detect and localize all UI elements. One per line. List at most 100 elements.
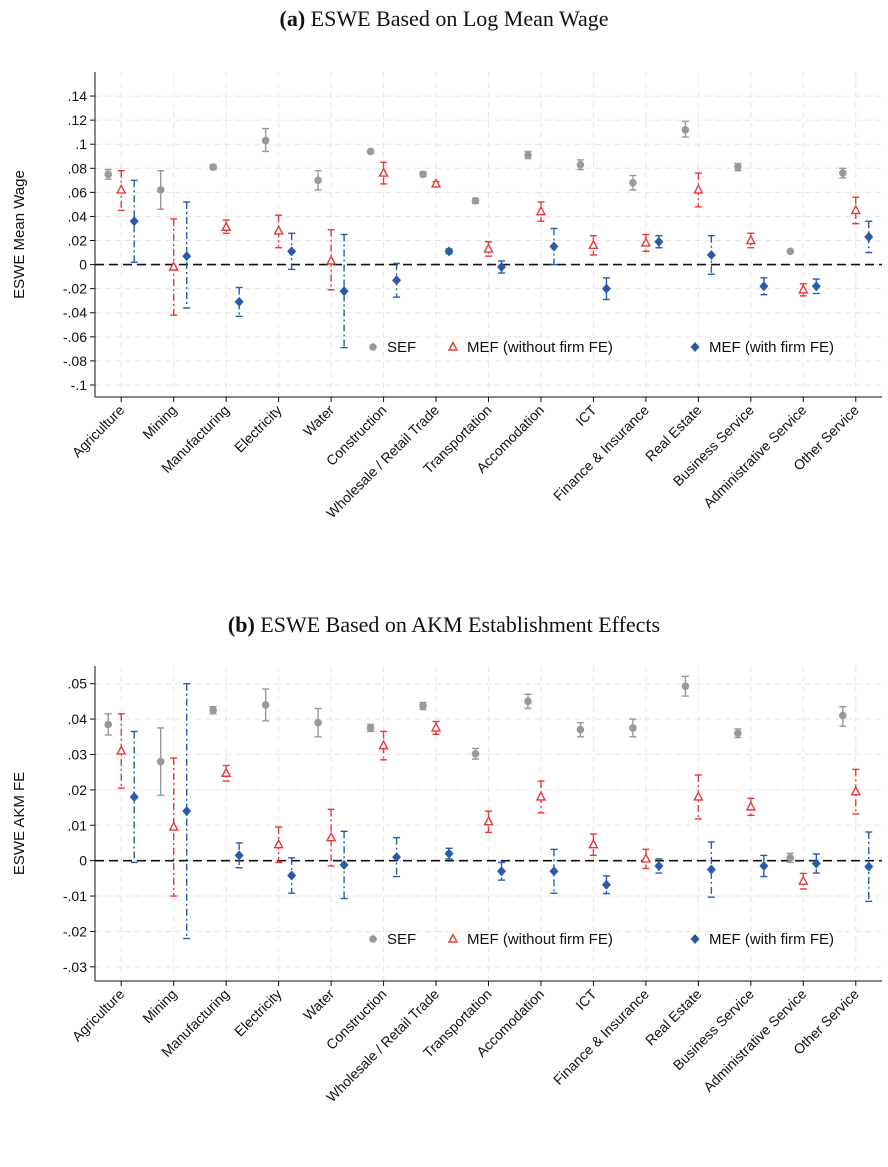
chart-a-xtick-mining: Mining	[139, 402, 179, 442]
chart-a-point-mef-without-firm-fe-electricity	[273, 224, 284, 235]
chart-a-point-mef-with-firm-fe-construction	[392, 275, 402, 286]
chart-b-point-sef-finance-insurance	[629, 724, 637, 732]
chart-b-point-mef-with-firm-fe-other-service	[864, 861, 874, 872]
chart-a-ytick-label: .12	[68, 112, 88, 128]
panel-a-title: (a) ESWE Based on Log Mean Wage	[0, 6, 888, 32]
chart-a-point-sef-mining	[156, 186, 165, 194]
chart-b-akm-fe: .05 .04 .03 .02 .01 0 -.01 -.02 -.03 ESWE AKM FE A…	[11, 666, 882, 1105]
chart-b-xtick-ict: ICT	[572, 985, 600, 1013]
chart-a-point-sef-water	[314, 176, 322, 185]
chart-a-point-mef-without-firm-fe-business-service	[745, 234, 756, 245]
chart-a-legend-marker-mef-with	[690, 342, 700, 352]
chart-a-point-sef-manufacturing	[209, 163, 217, 171]
chart-b-point-mef-with-firm-fe-accomodation	[549, 866, 559, 877]
chart-a-ytick-label: .08	[68, 160, 88, 176]
chart-b-point-sef-agriculture	[104, 720, 113, 729]
chart-a-point-mef-with-firm-fe-agriculture	[129, 216, 139, 227]
chart-a-point-mef-with-firm-fe-mining	[182, 251, 192, 262]
chart-a-ytick-label: -.04	[63, 305, 87, 321]
chart-a-ytick-label: 0	[79, 257, 87, 273]
chart-b-point-mef-with-firm-fe-manufacturing	[234, 850, 244, 861]
chart-a-point-mef-without-firm-fe-construction	[378, 167, 389, 177]
chart-b-ytick-label: .05	[68, 676, 88, 692]
chart-b-y-axis-label: ESWE AKM FE	[11, 772, 28, 875]
chart-b-point-mef-without-firm-fe-administrative-service	[798, 875, 809, 885]
chart-a-point-mef-with-firm-fe-ict	[601, 283, 611, 294]
chart-a-legend-label-sef: SEF	[387, 339, 416, 356]
chart-a-point-sef-transportation	[471, 196, 480, 205]
chart-a-legend-marker-sef	[369, 343, 377, 351]
panel-b-title: (b) ESWE Based on AKM Establishment Effe…	[0, 612, 888, 638]
chart-b-legend-label-mef-with-firm-fe: MEF (with firm FE)	[709, 931, 834, 948]
chart-a-ytick-label: -.02	[63, 281, 87, 297]
chart-a-mean-wage: .14 .12 .1 .08 .06 .04 .02 0 -.02 -.04 -.06 -.08 -.1…	[11, 72, 882, 521]
chart-a-point-mef-with-firm-fe-administrative-service	[811, 281, 821, 292]
chart-a-point-sef-agriculture	[104, 170, 113, 179]
chart-a-ytick-label: .14	[68, 88, 88, 104]
chart-b-point-sef-electricity	[261, 701, 270, 709]
chart-a-point-mef-with-firm-fe-finance-insurance	[654, 236, 664, 247]
chart-b-point-mef-with-firm-fe-agriculture	[129, 791, 139, 802]
chart-a-ytick-label: .04	[68, 208, 88, 224]
chart-a-point-mef-without-firm-fe-ict	[588, 239, 599, 250]
chart-b-ytick-label: -.03	[63, 959, 87, 975]
chart-a-point-mef-without-firm-fe-mining	[168, 261, 179, 271]
chart-a-point-mef-without-firm-fe-manufacturing	[221, 221, 232, 231]
chart-b-point-mef-with-firm-fe-administrative-service	[811, 858, 821, 869]
chart-b-point-sef-real-estate	[681, 682, 690, 690]
chart-b-xtick-water: Water	[300, 986, 338, 1024]
chart-b-point-mef-with-firm-fe-wholesale-retail-trade	[444, 848, 454, 859]
chart-b-point-mef-without-firm-fe-manufacturing	[221, 767, 232, 777]
chart-a-point-mef-without-firm-fe-finance-insurance	[640, 236, 652, 247]
chart-a-point-mef-with-firm-fe-wholesale-retail-trade	[444, 246, 454, 257]
chart-b-point-mef-without-firm-fe-agriculture	[116, 744, 127, 755]
chart-a-xtick-water: Water	[300, 402, 338, 440]
chart-b-point-mef-without-firm-fe-transportation	[483, 815, 494, 826]
chart-b-xtick-electricity: Electricity	[231, 986, 285, 1040]
chart-b-point-mef-without-firm-fe-finance-insurance	[640, 852, 652, 863]
chart-b-point-mef-without-firm-fe-mining	[168, 821, 179, 831]
chart-a-legend-marker-mef-without	[447, 341, 459, 351]
chart-b-point-mef-without-firm-fe-accomodation	[535, 790, 547, 801]
chart-a-point-sef-finance-insurance	[629, 178, 637, 187]
chart-b-xtick-administrative-service: Administrative Service	[700, 986, 809, 1095]
chart-a-point-mef-with-firm-fe-accomodation	[549, 241, 559, 252]
chart-b-point-mef-with-firm-fe-mining	[182, 806, 192, 817]
chart-a-ytick-label: .02	[68, 233, 88, 249]
chart-b-point-sef-ict	[576, 725, 585, 734]
chart-a-y-axis-label: ESWE Mean Wage	[11, 170, 28, 299]
chart-a-point-mef-without-firm-fe-real-estate	[693, 183, 704, 194]
chart-b-ytick-label: -.02	[63, 923, 87, 939]
panel-b-label: (b)	[227, 612, 255, 637]
chart-a-point-sef-electricity	[261, 136, 270, 145]
chart-b-point-mef-with-firm-fe-water	[339, 859, 349, 870]
chart-b-point-sef-mining	[156, 757, 165, 766]
chart-b-ytick-label: .02	[68, 782, 88, 798]
chart-b-point-sef-wholesale-retail-trade	[419, 702, 427, 710]
chart-b-point-sef-administrative-service	[786, 854, 795, 862]
chart-b-point-mef-with-firm-fe-electricity	[287, 870, 297, 881]
chart-a-xtick-electricity: Electricity	[231, 402, 285, 456]
chart-a-ytick-label: .1	[75, 136, 87, 152]
chart-b-point-sef-manufacturing	[209, 706, 217, 715]
chart-b-point-sef-construction	[366, 724, 375, 732]
chart-a-point-mef-with-firm-fe-business-service	[759, 281, 769, 292]
chart-a-ytick-label: -.1	[71, 377, 88, 393]
chart-b-point-mef-without-firm-fe-ict	[588, 838, 599, 849]
chart-a-point-sef-construction	[366, 147, 375, 156]
chart-b-point-mef-with-firm-fe-ict	[601, 879, 611, 890]
chart-b-point-mef-with-firm-fe-transportation	[497, 866, 506, 877]
chart-a-point-mef-without-firm-fe-accomodation	[535, 205, 547, 216]
chart-b-legend-marker-sef	[369, 935, 377, 943]
chart-b-point-mef-with-firm-fe-real-estate	[706, 864, 716, 875]
chart-b-xtick-agriculture: Agriculture	[69, 986, 128, 1045]
chart-b-point-mef-without-firm-fe-real-estate	[693, 790, 704, 801]
chart-b-xtick-finance-insurance: Finance & Insurance	[550, 986, 652, 1088]
chart-b-point-mef-without-firm-fe-water	[325, 831, 337, 842]
chart-a-legend-label-mef-with-firm-fe: MEF (with firm FE)	[709, 339, 834, 356]
chart-a-ytick-label: -.06	[63, 329, 87, 345]
chart-a-legend-label-mef-without-firm-fe: MEF (without firm FE)	[467, 339, 613, 356]
chart-a-point-mef-with-firm-fe-manufacturing	[234, 296, 244, 307]
chart-b-point-mef-without-firm-fe-construction	[378, 739, 389, 750]
chart-a-point-sef-ict	[576, 160, 585, 169]
